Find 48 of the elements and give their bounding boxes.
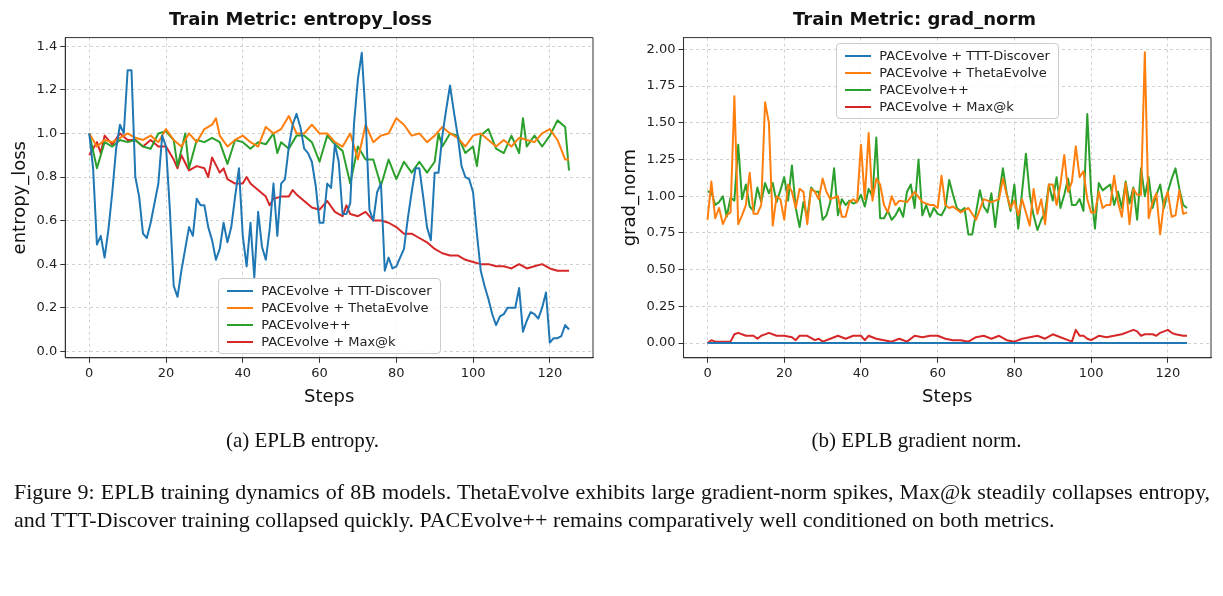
y-tick-label: 0.75 [646,224,676,240]
y-tick-label: 0.50 [646,261,676,277]
legend-label: PACEvolve + Max@k [879,98,1014,114]
x-tick-label: 120 [1155,364,1181,380]
x-tick-label: 40 [852,364,870,380]
x-tick-label: 80 [388,364,405,380]
chart-title: Train Metric: entropy_loss [169,8,432,30]
x-tick-label: 60 [311,364,328,380]
legend-label: PACEvolve + ThetaEvolve [879,64,1047,80]
x-tick-label: 60 [929,364,946,380]
legend-label: PACEvolve + TTT-Discover [879,47,1050,63]
x-tick-label: 100 [460,364,486,380]
y-tick-label: 1.0 [36,124,58,140]
y-tick-label: 1.25 [646,150,676,166]
text: (a) EPLB entropy. [224,428,381,453]
y-tick-label: 0.2 [36,299,58,315]
y-tick-label: 1.2 [36,81,58,97]
y-tick-label: 0.8 [36,168,58,184]
y-tick-label: 2.00 [646,40,676,56]
x-tick-label: 80 [1006,364,1023,380]
legend-label: PACEvolve + ThetaEvolve [261,299,429,315]
x-tick-label: 40 [234,364,252,380]
x-tick-label: 0 [85,364,94,380]
legend-label: PACEvolve + Max@k [261,333,396,349]
y-tick-label: 1.00 [646,187,676,203]
text: (b) EPLB gradient norm. [810,428,1023,453]
x-tick-label: 0 [703,364,712,380]
y-axis-title: entropy_loss [8,141,31,255]
y-tick-label: 1.4 [36,37,58,53]
caption: Figure 9: EPLB training dynamics of 8B models. ThetaEvolve exhibits large gradient-norm spikes, Max@k steadily collapses entropy, and TTT-Discover training collapsed quickly. PACEvolve++ remains comparatively well conditioned on both metrics. [14,478,1210,534]
y-axis-title: grad_norm [618,149,641,247]
x-tick-label: 120 [537,364,563,380]
y-tick-label: 0.00 [646,334,676,350]
chart-title: Train Metric: grad_norm [792,8,1037,30]
x-tick-label: 100 [1078,364,1104,380]
y-tick-label: 0.0 [36,342,58,358]
y-tick-label: 0.6 [36,211,58,227]
x-tick-label: 20 [157,364,175,380]
x-tick-label: 20 [775,364,793,380]
legend-label: PACEvolve++ [261,316,351,332]
y-tick-label: 1.75 [646,77,676,93]
legend-label: PACEvolve + TTT-Discover [261,282,432,298]
y-tick-label: 1.50 [646,114,676,130]
legend-label: PACEvolve++ [879,81,969,97]
x-axis-title: Steps [922,384,973,406]
y-tick-label: 0.25 [646,297,676,313]
x-axis-title: Steps [303,384,355,406]
y-tick-label: 0.4 [36,255,58,271]
